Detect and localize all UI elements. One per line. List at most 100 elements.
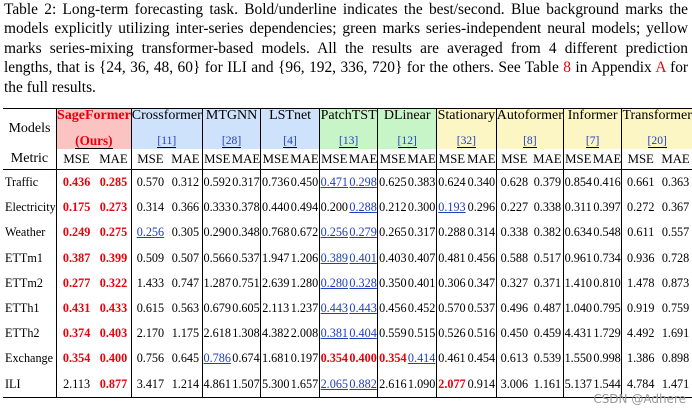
metric-value: 0.363 <box>661 175 690 190</box>
citation-link[interactable]: [8] <box>523 134 537 148</box>
metric-row: Metric MSE MAE MSE MAE MSE MAE MSE MAE MSE MAE MSE M… <box>3 149 692 170</box>
metric-value: 0.526 <box>435 321 467 347</box>
metric-value: 1.507 <box>232 376 260 391</box>
metric-value: 0.517 <box>533 250 562 265</box>
metric-value: 0.661 <box>621 169 660 196</box>
metric-value: 0.768 <box>260 220 291 246</box>
metric-value: 0.452 <box>407 301 436 316</box>
metric-value: 0.613 <box>495 346 532 372</box>
metric-value: 0.379 <box>533 175 562 190</box>
metric-value: 0.537 <box>232 250 260 265</box>
metric-value: 0.197 <box>290 351 319 366</box>
metric-value: 0.305 <box>171 225 200 240</box>
metric-value: 0.443 <box>349 301 377 316</box>
citation-link[interactable]: [7] <box>585 134 600 148</box>
model-name: LSTnet <box>260 108 320 133</box>
metric-value: 0.454 <box>467 351 496 366</box>
dataset-name: ETTm2 <box>5 275 43 290</box>
dataset-name: Traffic <box>5 175 39 190</box>
metric-value: 2.170 <box>130 321 170 347</box>
table-link[interactable]: 8 <box>563 59 571 77</box>
metric-value: 0.272 <box>621 195 660 221</box>
metric-value: 0.998 <box>593 351 621 366</box>
metric-value: 0.348 <box>232 225 260 240</box>
metric-value: 2.618 <box>201 321 232 347</box>
metric-value: 0.634 <box>562 220 593 246</box>
citation-link[interactable]: [13] <box>338 134 359 148</box>
model-name: Stationary <box>435 108 497 133</box>
metric-value: 0.403 <box>99 326 128 341</box>
metric-value: 0.212 <box>377 195 408 221</box>
metric-value: 0.285 <box>99 175 128 190</box>
model-name: DLinear <box>377 108 437 133</box>
metric-value: 0.461 <box>435 346 467 372</box>
dataset-name: ETTh2 <box>5 326 40 341</box>
metric-header: MSE <box>435 149 467 170</box>
metric-value: 0.674 <box>232 351 260 366</box>
table-row: ETTh1 0.431 0.433 0.615 0.563 0.679 0.605 2.113… <box>3 295 692 322</box>
metric-value: 0.354 <box>55 346 97 372</box>
citation-link[interactable]: [20] <box>647 134 667 148</box>
metric-value: 1.433 <box>130 270 170 296</box>
citation-link[interactable]: [11] <box>157 134 177 148</box>
metric-value: 2.077 <box>435 371 467 398</box>
metric-value: 0.919 <box>621 295 660 322</box>
metric-value: 4.492 <box>621 321 660 347</box>
dataset-name: ETTm1 <box>5 250 43 265</box>
metric-header: MSE <box>495 149 532 170</box>
metric-value: 0.401 <box>349 250 377 265</box>
metric-header: MAE <box>99 152 128 166</box>
metric-value: 0.407 <box>407 250 436 265</box>
table-row: Electricity 0.175 0.273 0.314 0.366 0.333 0.37… <box>3 195 692 221</box>
metric-value: 0.548 <box>593 225 621 240</box>
metric-value: 1.410 <box>562 270 593 296</box>
metric-value: 0.256 <box>318 220 349 246</box>
metric-value: 0.672 <box>290 225 319 240</box>
metric-value: 1.691 <box>661 326 690 341</box>
metric-value: 0.311 <box>562 195 593 221</box>
citation-link[interactable]: [32] <box>456 134 477 148</box>
metric-header: MSE <box>621 149 660 170</box>
models-label: Models <box>8 121 51 136</box>
metric-value: 0.734 <box>593 250 621 265</box>
metric-value: 0.366 <box>171 200 200 215</box>
metric-value: 0.378 <box>232 200 260 215</box>
metric-value: 0.288 <box>435 220 467 246</box>
table-row: ETTm1 0.387 0.399 0.509 0.507 0.566 0.537 1.947… <box>3 245 692 271</box>
metric-value: 4.861 <box>201 371 232 398</box>
metric-value: 0.570 <box>435 295 467 322</box>
citation-link[interactable]: [12] <box>397 134 417 148</box>
metric-value: 0.290 <box>201 220 232 246</box>
metric-header: MAE <box>467 152 496 166</box>
citation-link[interactable]: [28] <box>221 134 242 148</box>
metric-header: MAE <box>533 152 562 166</box>
metric-value: 0.515 <box>407 326 436 341</box>
metric-value: 0.877 <box>99 376 128 391</box>
metric-value: 0.381 <box>318 321 349 347</box>
metric-value: 0.333 <box>201 195 232 221</box>
metric-value: 0.566 <box>201 245 232 271</box>
metric-value: 2.113 <box>260 295 291 322</box>
metric-value: 0.898 <box>661 351 690 366</box>
metric-value: 4.784 <box>621 371 660 398</box>
model-header-row: Models SageFormer Crossformer MTGNN LSTnet Pa… <box>3 108 692 135</box>
metric-value: 0.317 <box>232 175 260 190</box>
metric-value: 0.400 <box>349 351 377 366</box>
metric-header: MSE <box>260 149 291 170</box>
citation-link[interactable]: [4] <box>283 134 297 148</box>
metric-value: 0.557 <box>661 225 690 240</box>
metric-value: 0.615 <box>130 295 170 322</box>
metric-value: 0.389 <box>318 245 349 271</box>
metric-value: 0.873 <box>661 275 690 290</box>
metric-value: 0.936 <box>621 245 660 271</box>
metric-value: 0.327 <box>495 270 532 296</box>
metric-value: 0.416 <box>593 175 621 190</box>
metric-value: 0.277 <box>55 270 97 296</box>
metric-value: 1.206 <box>290 250 319 265</box>
metric-value: 0.624 <box>435 169 467 196</box>
ours-label: (Ours) <box>75 133 113 149</box>
metric-value: 0.728 <box>661 250 690 265</box>
appendix-link[interactable]: A <box>655 59 666 77</box>
dataset-name: Electricity <box>5 200 56 215</box>
metric-value: 0.456 <box>467 250 496 265</box>
